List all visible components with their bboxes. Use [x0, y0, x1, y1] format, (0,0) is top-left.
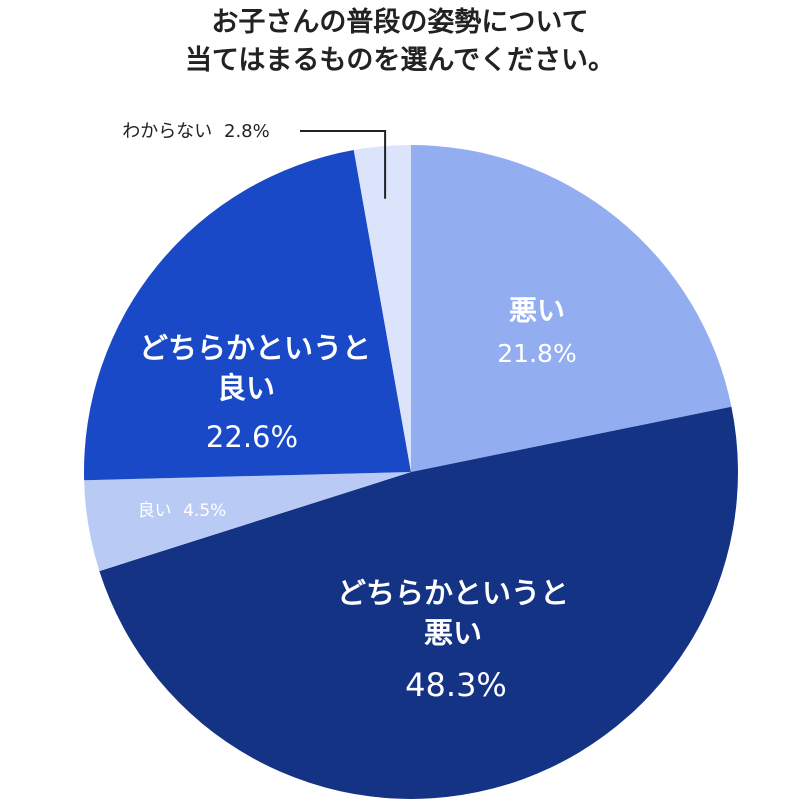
slice-label-dochiraka-yoi-2: 良い — [217, 371, 275, 405]
slice-label-wakaranai-text: わからない — [122, 121, 212, 142]
slice-label-yoi: 良い 4.5% — [138, 501, 227, 521]
slice-value-dochiraka-yoi: 22.6% — [206, 420, 298, 454]
pie-slice-1 — [99, 406, 738, 799]
slice-label-dochiraka-yoi-1: どちらかというと — [139, 331, 371, 365]
slice-label-dochiraka-warui-2: 悪い — [424, 616, 482, 650]
slice-label-warui: 悪い — [509, 294, 565, 327]
chart-title-line-2: 当てはまるものを選んでください。 — [184, 45, 616, 76]
pie-slices — [83, 145, 738, 799]
slice-label-wakaranai: わからない 2.8% — [122, 121, 269, 142]
slice-label-warui-line: 悪い — [509, 294, 565, 327]
chart-title: お子さんの普段の姿勢について 当てはまるものを選んでください。 — [0, 4, 800, 80]
leader-line-group — [300, 130, 387, 199]
leader-line-wakaranai — [300, 130, 387, 199]
pie-slice-0 — [411, 145, 732, 472]
slice-value-wakaranai: 2.8% — [224, 121, 270, 142]
slice-value-yoi: 4.5% — [183, 501, 226, 521]
pie-slice-4 — [353, 145, 411, 472]
slice-value-warui: 21.8% — [497, 339, 576, 368]
slice-value-dochiraka-warui: 48.3% — [405, 666, 507, 704]
chart-title-line-1: お子さんの普段の姿勢について — [211, 7, 589, 38]
pie-slice-2 — [84, 472, 411, 572]
slice-label-yoi-text: 良い — [138, 501, 172, 521]
slice-label-dochiraka-warui-1: どちらかというと — [337, 576, 569, 610]
pie-slice-3 — [83, 150, 411, 481]
